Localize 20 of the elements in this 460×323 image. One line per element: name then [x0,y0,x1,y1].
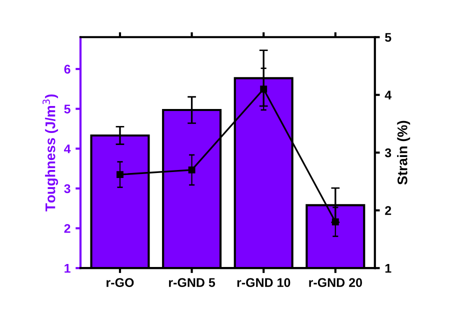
y2-axis-title: Strain (%) [397,120,410,185]
point [332,218,339,226]
y-tick-label: 6 [64,64,70,74]
y-tick-label: 4 [64,144,71,154]
y-tick-label: 5 [64,104,70,114]
y-tick-label: 2 [64,224,70,233]
y2-tick-label: 1 [385,264,392,273]
point [116,171,124,178]
y-axis-title: Toughness (J/m$^{3}$) [42,94,58,212]
y2-tick-label: 3 [384,148,392,158]
point [260,86,268,93]
x-tick-label: r-GND 20 [309,278,362,287]
y2-tick-label: 2 [385,206,392,215]
y-tick-label: 1 [64,264,70,273]
x-tick-label: r-GND 5 [169,278,216,287]
y-tick-label: 3 [64,184,70,194]
x-tick-label: r-GO [106,278,134,287]
y2-tick-label: 4 [384,90,392,100]
x-tick-label: r-GND 10 [237,278,290,287]
y2-tick-label: 5 [385,33,392,42]
